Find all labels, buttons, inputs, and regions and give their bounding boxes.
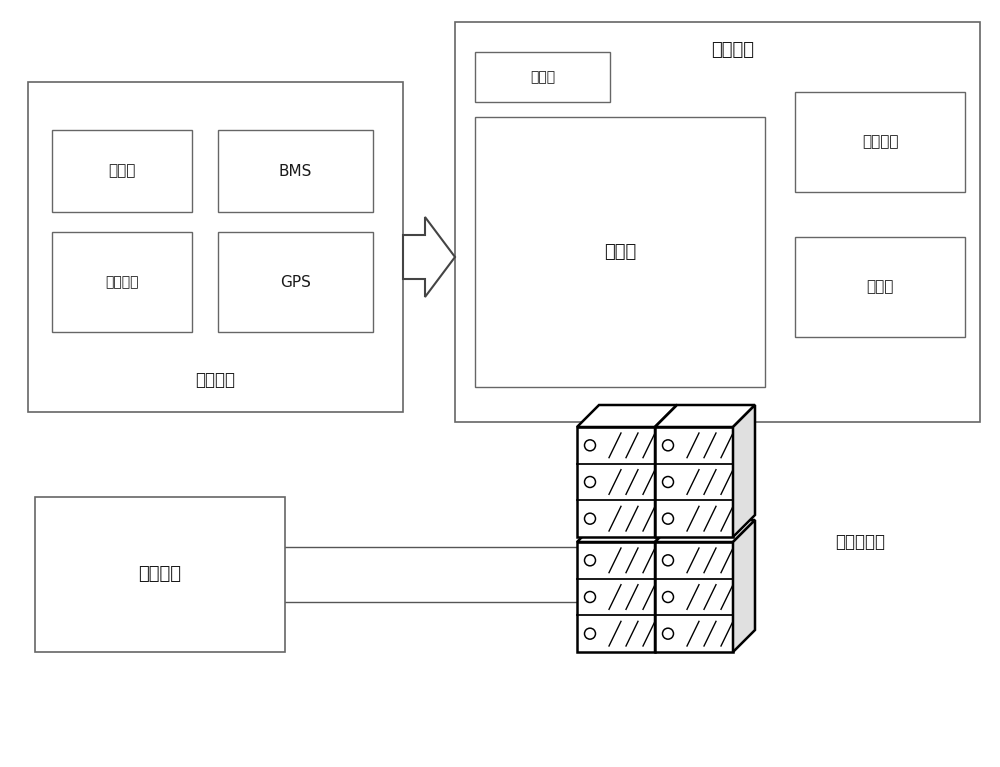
Bar — [655, 427, 733, 537]
Polygon shape — [655, 405, 677, 537]
Text: 车载中控: 车载中控 — [862, 134, 898, 150]
Text: 云端服务器: 云端服务器 — [835, 533, 885, 551]
Polygon shape — [655, 520, 755, 542]
Bar — [52, 232, 192, 332]
Polygon shape — [733, 405, 755, 537]
Bar — [577, 427, 655, 537]
Text: 智能电池: 智能电池 — [196, 371, 236, 389]
Polygon shape — [403, 217, 455, 297]
Polygon shape — [577, 405, 677, 427]
Polygon shape — [655, 405, 755, 427]
Bar — [28, 82, 403, 412]
Polygon shape — [577, 520, 677, 542]
Polygon shape — [733, 520, 755, 652]
Bar — [795, 237, 965, 337]
Text: 二维码: 二维码 — [530, 70, 555, 84]
Bar — [475, 117, 765, 387]
Text: 输出接口: 输出接口 — [105, 275, 139, 289]
Text: GPS: GPS — [280, 275, 311, 289]
Text: BMS: BMS — [279, 163, 312, 179]
Bar — [52, 130, 192, 212]
Bar — [577, 542, 655, 652]
Text: 移动终端: 移动终端 — [138, 565, 182, 584]
Bar — [455, 22, 980, 422]
Text: 助力单车: 助力单车 — [711, 41, 754, 59]
Polygon shape — [655, 520, 677, 652]
Text: 防盗锁: 防盗锁 — [866, 279, 894, 295]
Bar — [795, 92, 965, 192]
Bar — [218, 232, 373, 332]
Text: 电池仓: 电池仓 — [604, 243, 636, 261]
Text: 二维码: 二维码 — [108, 163, 136, 179]
Bar — [655, 542, 733, 652]
Bar — [218, 130, 373, 212]
Bar — [35, 497, 285, 652]
Bar — [475, 52, 610, 102]
